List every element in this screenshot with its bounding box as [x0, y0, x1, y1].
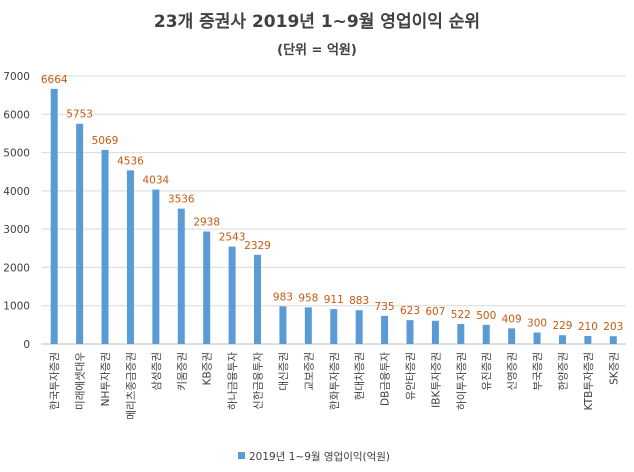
x-tick-label: DB금융투자 [380, 352, 392, 406]
data-label: 300 [527, 318, 547, 330]
y-tick-label: 5000 [3, 148, 30, 160]
data-label: 500 [476, 310, 496, 322]
x-tick-label: 대신증권 [278, 352, 290, 391]
data-label: 4536 [117, 155, 144, 167]
bar [228, 246, 236, 344]
bar [482, 324, 490, 344]
data-label: 983 [273, 291, 293, 303]
data-label: 2938 [193, 217, 220, 229]
legend: 2019년 1~9월 영업이익(억원) [238, 450, 390, 463]
bar [584, 335, 592, 344]
bar [533, 332, 541, 344]
bar [101, 149, 109, 344]
bar [508, 328, 516, 344]
data-label: 883 [349, 295, 369, 307]
x-tick-label: 메리츠종금증권 [125, 352, 137, 420]
data-label: 607 [425, 306, 445, 318]
y-tick-label: 0 [23, 339, 30, 351]
y-tick-label: 3000 [3, 224, 30, 236]
x-tick-label: 부국증권 [532, 352, 544, 391]
y-tick-label: 4000 [3, 186, 30, 198]
x-tick-label: SK증권 [608, 352, 620, 385]
bar [355, 310, 363, 344]
x-tick-label: 유진증권 [481, 352, 493, 391]
bar [457, 324, 465, 344]
data-label: 522 [451, 309, 471, 321]
data-label: 5069 [92, 135, 119, 147]
legend-swatch [238, 452, 245, 459]
bar [609, 336, 617, 344]
bar [126, 170, 134, 344]
data-label: 911 [324, 294, 344, 306]
gridlines [41, 75, 626, 345]
x-tick-label: KTB투자증권 [583, 352, 595, 410]
bar [558, 335, 566, 344]
x-tick-label: KB증권 [202, 352, 214, 385]
data-label: 2329 [244, 240, 271, 252]
data-label: 2543 [219, 232, 246, 244]
x-tick-label: 하이투자증권 [455, 352, 468, 410]
bar [330, 309, 338, 344]
bar [406, 320, 414, 344]
bar [381, 315, 389, 344]
bar [431, 320, 439, 344]
x-tick-label: 신영증권 [507, 352, 519, 391]
data-label: 409 [502, 313, 522, 325]
data-label: 5753 [66, 109, 93, 121]
x-tick-label: 삼성증권 [151, 352, 163, 391]
bar [50, 88, 58, 344]
legend-label: 2019년 1~9월 영업이익(억원) [249, 450, 390, 463]
x-tick-label: 키움증권 [176, 352, 188, 391]
x-tick-label: 신한금융투자 [253, 352, 265, 410]
y-tick-label: 6000 [3, 109, 30, 121]
x-axis: 한국투자증권 미래에셋대우 NH투자증권 메리츠종금증권 삼성증권 키움증권 KB증권 하나금… [49, 352, 620, 420]
chart-subtitle: (단위 = 억원) [277, 42, 357, 58]
data-label: 203 [603, 321, 623, 333]
data-label: 4034 [142, 175, 169, 187]
y-tick-label: 7000 [3, 71, 30, 83]
data-label: 3536 [168, 194, 195, 206]
bar [177, 208, 185, 344]
x-tick-label: 현대차증권 [354, 352, 366, 400]
data-label: 229 [552, 320, 572, 332]
bar [279, 306, 287, 344]
bar [152, 189, 160, 344]
x-tick-label: 한국투자증권 [49, 352, 61, 410]
x-tick-label: 한화투자증권 [329, 352, 341, 410]
x-tick-label: 하나금융투자 [226, 352, 239, 410]
y-tick-label: 2000 [3, 262, 30, 274]
data-label: 210 [578, 321, 598, 333]
x-tick-label: NH투자증권 [100, 352, 112, 406]
x-tick-label: 유안타증권 [405, 352, 417, 400]
bar [203, 231, 211, 344]
y-axis: 0 1000 2000 3000 4000 5000 6000 7000 [3, 71, 30, 351]
chart-title: 23개 증권사 2019년 1~9월 영업이익 순위 [154, 12, 480, 32]
data-label: 958 [298, 292, 318, 304]
x-tick-label: 미래에셋대우 [75, 352, 87, 410]
data-label: 6664 [41, 74, 68, 86]
bar [304, 307, 312, 344]
x-tick-label: 교보증권 [303, 352, 315, 391]
y-tick-label: 1000 [3, 301, 30, 313]
data-label: 735 [375, 301, 395, 313]
x-tick-label: IBK투자증권 [430, 352, 442, 408]
data-label: 623 [400, 305, 420, 317]
bar [254, 254, 262, 344]
bar [76, 123, 84, 345]
x-tick-label: 한양증권 [557, 352, 569, 391]
